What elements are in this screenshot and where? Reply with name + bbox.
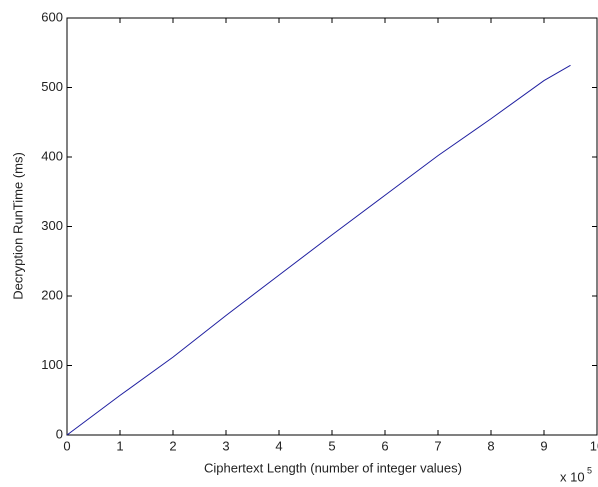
x-tick-label: 5 — [328, 438, 335, 453]
x-tick-label: 3 — [222, 438, 229, 453]
y-tick-label: 300 — [41, 218, 63, 233]
x-tick-label: 10 — [590, 438, 598, 453]
x-multiplier-exponent: 5 — [587, 465, 592, 475]
data-line — [66, 64, 571, 436]
y-tick-label: 200 — [41, 287, 63, 302]
x-tick-label: 0 — [63, 438, 70, 453]
plot-box — [66, 17, 598, 436]
x-tick-label: 6 — [381, 438, 388, 453]
x-tick-label: 4 — [275, 438, 282, 453]
x-tick-label: 7 — [434, 438, 441, 453]
x-tick-label: 1 — [116, 438, 123, 453]
x-tick-label: 8 — [487, 438, 494, 453]
y-tick-label: 400 — [41, 148, 63, 163]
y-tick-label: 0 — [56, 426, 63, 441]
y-tick-label: 100 — [41, 357, 63, 372]
y-tick-label: 600 — [41, 9, 63, 24]
y-axis-label: Decryption RunTime (ms) — [10, 152, 25, 300]
x-tick-label: 9 — [540, 438, 547, 453]
y-tick-label: 500 — [41, 79, 63, 94]
x-tick-label: 2 — [169, 438, 176, 453]
x-axis-label: Ciphertext Length (number of integer val… — [204, 460, 462, 475]
x-multiplier: x 10 — [560, 469, 585, 484]
